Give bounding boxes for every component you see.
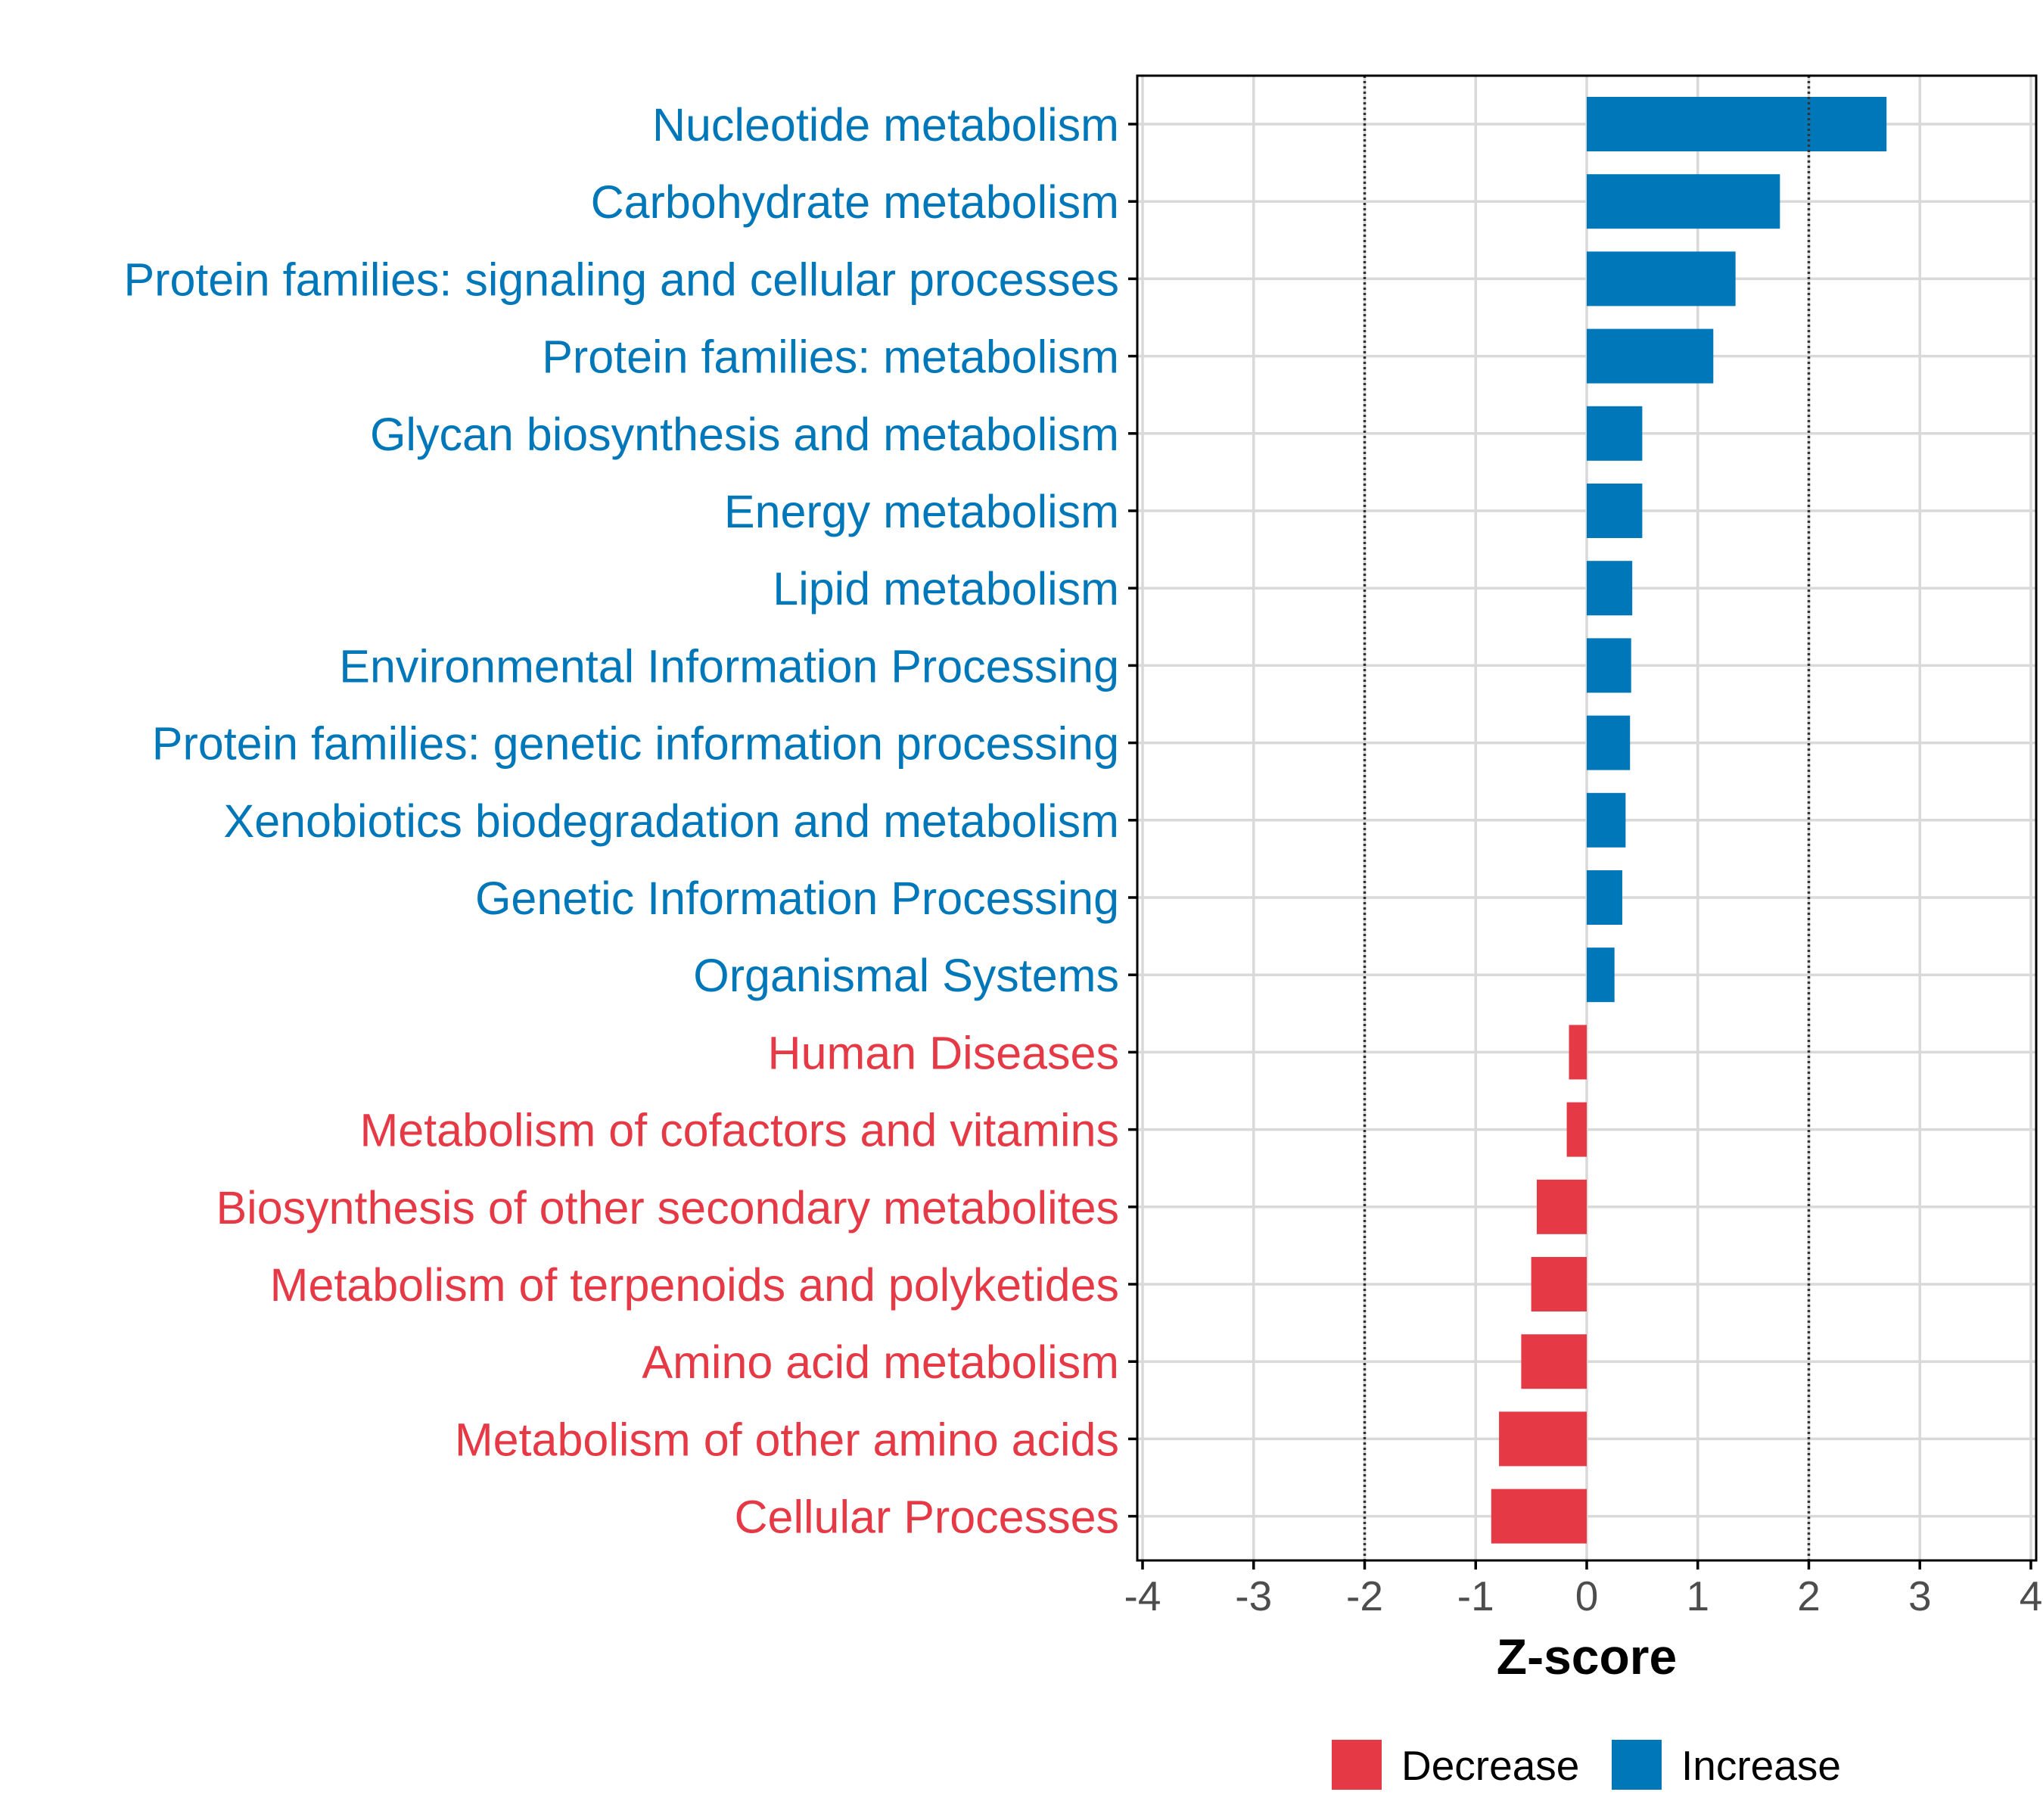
- x-tick-label-2: -2: [1346, 1573, 1383, 1619]
- x-tick-label-4: 0: [1575, 1573, 1599, 1619]
- category-label-11: Organismal Systems: [693, 950, 1119, 1001]
- category-label-14: Biosynthesis of other secondary metaboli…: [216, 1182, 1119, 1234]
- bar-0: [1587, 97, 1887, 151]
- category-label-8: Protein families: genetic information pr…: [152, 718, 1119, 770]
- category-label-5: Energy metabolism: [724, 486, 1119, 537]
- x-axis-title: Z-score: [1497, 1629, 1677, 1685]
- bar-6: [1587, 561, 1633, 616]
- bar-layer: [1491, 97, 1887, 1544]
- y-tick-layer: Nucleotide metabolism Carbohydrate metabo…: [123, 99, 1137, 1543]
- category-label-16: Amino acid metabolism: [642, 1336, 1119, 1388]
- legend-label-decrease: Decrease: [1401, 1742, 1579, 1789]
- bar-2: [1587, 251, 1736, 306]
- bar-10: [1587, 870, 1622, 925]
- category-label-15: Metabolism of terpenoids and polyketides: [270, 1259, 1119, 1311]
- bar-15: [1531, 1257, 1587, 1311]
- bar-16: [1521, 1334, 1587, 1389]
- bar-3: [1587, 328, 1714, 384]
- bar-12: [1569, 1025, 1587, 1080]
- x-tick-label-3: -1: [1457, 1573, 1494, 1619]
- bar-4: [1587, 406, 1643, 461]
- category-label-10: Genetic Information Processing: [475, 873, 1119, 924]
- category-label-4: Glycan biosynthesis and metabolism: [370, 409, 1119, 460]
- category-label-3: Protein families: metabolism: [542, 331, 1119, 383]
- bar-14: [1536, 1179, 1587, 1234]
- legend-key-increase: [1612, 1740, 1662, 1790]
- bar-18: [1491, 1489, 1587, 1544]
- reference-line-layer: [1363, 76, 1811, 1560]
- x-tick-layer: -4 -3 -2 -1 0 1 2 3 4: [1124, 1560, 2043, 1619]
- category-label-7: Environmental Information Processing: [339, 640, 1119, 692]
- category-label-17: Metabolism of other amino acids: [455, 1414, 1119, 1465]
- x-tick-label-5: 1: [1686, 1573, 1709, 1619]
- bar-8: [1587, 715, 1631, 770]
- category-label-12: Human Diseases: [768, 1027, 1119, 1078]
- category-label-6: Lipid metabolism: [773, 563, 1119, 614]
- legend: Decrease Increase: [1332, 1740, 1841, 1790]
- bar-11: [1587, 947, 1615, 1003]
- legend-label-increase: Increase: [1681, 1742, 1841, 1789]
- bar-5: [1587, 484, 1643, 538]
- category-label-0: Nucleotide metabolism: [652, 99, 1119, 151]
- bar-1: [1587, 174, 1780, 229]
- category-label-1: Carbohydrate metabolism: [591, 176, 1119, 228]
- bar-7: [1587, 638, 1631, 693]
- x-tick-label-1: -3: [1235, 1573, 1272, 1619]
- category-label-9: Xenobiotics biodegradation and metabolis…: [224, 795, 1119, 847]
- bar-17: [1499, 1411, 1587, 1467]
- x-tick-label-7: 3: [1908, 1573, 1932, 1619]
- bar-9: [1587, 792, 1626, 848]
- category-label-18: Cellular Processes: [734, 1492, 1119, 1543]
- x-tick-label-6: 2: [1797, 1573, 1821, 1619]
- category-label-13: Metabolism of cofactors and vitamins: [359, 1105, 1119, 1156]
- bar-13: [1566, 1102, 1587, 1157]
- legend-key-decrease: [1332, 1740, 1382, 1790]
- x-tick-label-8: 4: [2020, 1573, 2043, 1619]
- category-label-2: Protein families: signaling and cellular…: [123, 254, 1119, 305]
- x-tick-label-0: -4: [1124, 1573, 1161, 1619]
